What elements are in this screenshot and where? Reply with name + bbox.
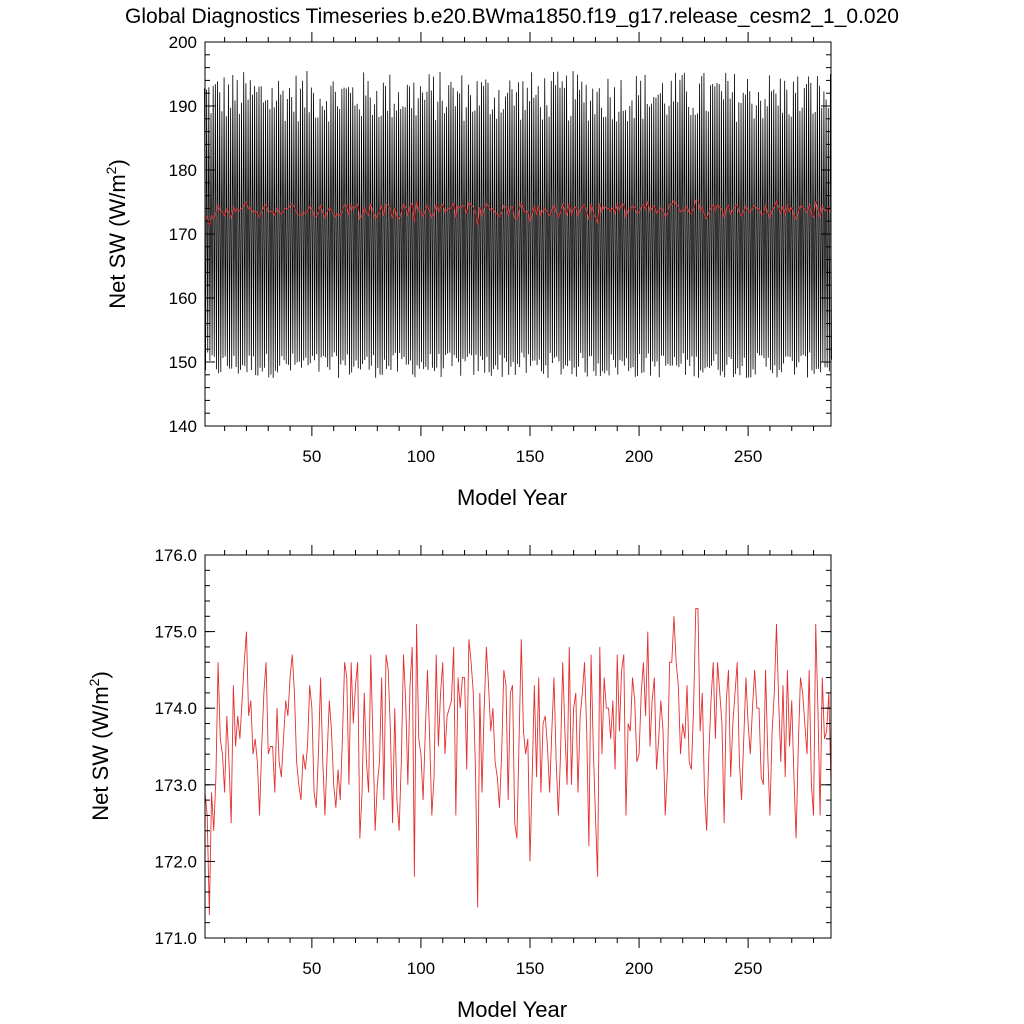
y-tick-label-annual: 176.0 — [154, 546, 197, 565]
x-axis-label-monthly: Model Year — [457, 485, 567, 510]
x-tick-label-monthly: 250 — [734, 447, 762, 466]
y-tick-label-annual: 175.0 — [154, 623, 197, 642]
x-tick-label-annual: 150 — [516, 959, 544, 978]
axes-annual: 171.0 172.0 173.0 174.0 175.0 176.0 50 100 150 20… — [154, 545, 831, 978]
series-line-annual-annual — [204, 608, 832, 916]
y-tick-label-monthly: 170 — [169, 225, 197, 244]
x-tick-label-monthly: 150 — [516, 447, 544, 466]
x-tick-label-monthly: 100 — [407, 447, 435, 466]
y-axis-label-annual: Net SW (W/m2) — [86, 671, 113, 821]
x-tick-label-annual: 50 — [302, 959, 321, 978]
series-line-annual-monthly — [204, 199, 832, 226]
x-tick-label-annual: 100 — [407, 959, 435, 978]
y-tick-label-monthly: 200 — [169, 33, 197, 52]
y-tick-label-monthly: 150 — [169, 353, 197, 372]
x-tick-label-monthly: 50 — [302, 447, 321, 466]
panel-monthly: 140 150 160 170 180 190 200 50 100 150 200 250 Mode… — [103, 32, 832, 510]
y-axis-label-monthly: Net SW (W/m2) — [103, 159, 130, 309]
x-tick-label-annual: 250 — [734, 959, 762, 978]
y-tick-label-annual: 174.0 — [154, 699, 197, 718]
y-tick-label-monthly: 140 — [169, 417, 197, 436]
x-tick-label-annual: 200 — [625, 959, 653, 978]
axes-monthly: 140 150 160 170 180 190 200 50 100 150 200 250 — [169, 32, 831, 466]
plot-area-monthly — [204, 71, 832, 378]
x-axis-label-annual: Model Year — [457, 997, 567, 1022]
y-tick-label-annual: 171.0 — [154, 929, 197, 948]
y-tick-label-monthly: 160 — [169, 289, 197, 308]
y-tick-label-annual: 172.0 — [154, 852, 197, 871]
y-tick-label-monthly: 190 — [169, 97, 197, 116]
series-line-monthly — [204, 71, 832, 378]
y-tick-label-monthly: 180 — [169, 161, 197, 180]
plot-frame-annual — [204, 554, 832, 939]
panel-annual: 171.0 172.0 173.0 174.0 175.0 176.0 50 100 150 20… — [86, 545, 832, 1022]
x-tick-label-monthly: 200 — [625, 447, 653, 466]
y-tick-label-annual: 173.0 — [154, 776, 197, 795]
figure-title: Global Diagnostics Timeseries b.e20.BWma… — [125, 5, 899, 28]
plot-area-annual — [204, 608, 832, 916]
